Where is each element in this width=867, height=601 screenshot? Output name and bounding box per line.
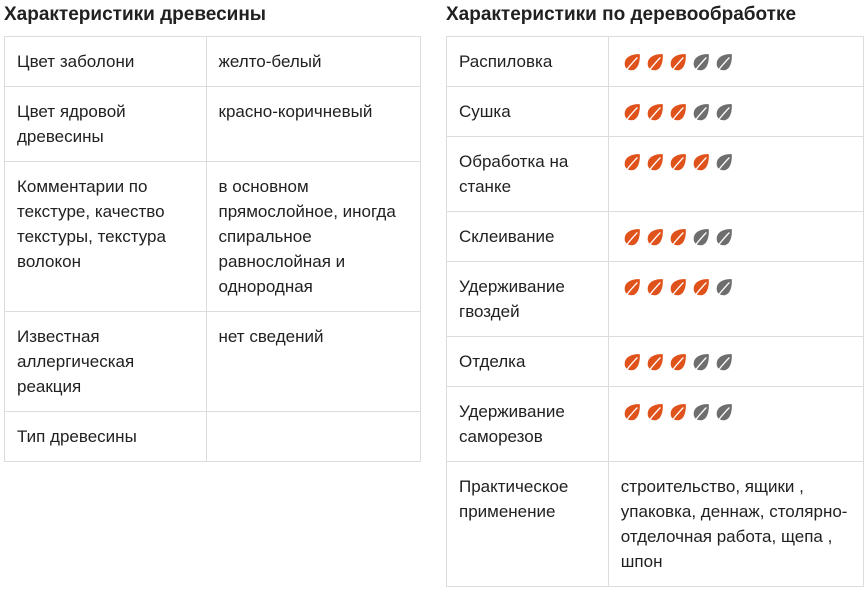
rating-cell: [607, 211, 865, 262]
process-name: Склеивание: [446, 211, 609, 262]
leaf-icon-empty: [713, 351, 735, 373]
leaf-icon-filled: [667, 226, 689, 248]
process-name: Удерживание гвоздей: [446, 261, 609, 337]
leaf-icon-empty: [690, 226, 712, 248]
rating-cell: [607, 86, 865, 137]
process-name: Сушка: [446, 86, 609, 137]
leaf-rating: [621, 349, 851, 374]
leaf-icon-filled: [644, 276, 666, 298]
leaf-icon-filled: [690, 151, 712, 173]
rating-cell: [607, 336, 865, 387]
table-row: Удерживание саморезов: [446, 386, 865, 462]
leaf-icon-filled: [644, 351, 666, 373]
leaf-icon-filled: [644, 401, 666, 423]
rating-cell: [607, 36, 865, 87]
leaf-icon-filled: [644, 51, 666, 73]
property-value: в основном прямослойное, иногда спиральн…: [205, 161, 422, 312]
woodworking-table: Распиловка Сушка Обработка на станке Склеив…: [446, 36, 865, 587]
rating-cell: [607, 386, 865, 462]
leaf-icon-filled: [667, 101, 689, 123]
leaf-icon-filled: [690, 276, 712, 298]
property-value: красно-коричневый: [205, 86, 422, 162]
leaf-icon-filled: [621, 276, 643, 298]
process-name: Распиловка: [446, 36, 609, 87]
process-name: Практическое применение: [446, 461, 609, 587]
property-value: желто-белый: [205, 36, 422, 87]
leaf-icon-empty: [690, 101, 712, 123]
leaf-rating: [621, 224, 851, 249]
leaf-icon-filled: [621, 401, 643, 423]
property-value: нет сведений: [205, 311, 422, 412]
leaf-icon-empty: [713, 276, 735, 298]
leaf-icon-filled: [667, 351, 689, 373]
leaf-icon-filled: [667, 401, 689, 423]
process-name: Удерживание саморезов: [446, 386, 609, 462]
leaf-icon-empty: [713, 151, 735, 173]
table-row: Обработка на станке: [446, 136, 865, 212]
table-row: Удерживание гвоздей: [446, 261, 865, 337]
table-row: Склеивание: [446, 211, 865, 262]
leaf-icon-empty: [690, 351, 712, 373]
leaf-icon-empty: [713, 401, 735, 423]
usage-value: строительство, ящики , упаковка, деннаж,…: [607, 461, 865, 587]
leaf-rating: [621, 399, 851, 424]
wood-properties-title: Характеристики древесины: [4, 4, 267, 25]
table-row: Практическое применение строительство, ящ…: [446, 461, 865, 587]
leaf-rating: [621, 99, 851, 124]
property-value: [205, 411, 422, 462]
leaf-icon-filled: [621, 226, 643, 248]
leaf-rating: [621, 274, 851, 299]
leaf-icon-filled: [621, 151, 643, 173]
table-row: Цвет ядровой древесины красно-коричневый: [4, 86, 422, 162]
leaf-icon-filled: [667, 276, 689, 298]
rating-cell: [607, 136, 865, 212]
property-name: Комментарии по текстуре, качество тексту…: [4, 161, 207, 312]
leaf-icon-empty: [713, 51, 735, 73]
table-row: Комментарии по текстуре, качество тексту…: [4, 161, 422, 312]
wood-properties-table: Цвет заболони желто-белый Цвет ядровой дре…: [4, 36, 422, 462]
table-row: Сушка: [446, 86, 865, 137]
leaf-icon-filled: [621, 351, 643, 373]
process-name: Обработка на станке: [446, 136, 609, 212]
table-row: Отделка: [446, 336, 865, 387]
leaf-icon-empty: [713, 101, 735, 123]
leaf-icon-filled: [621, 101, 643, 123]
property-name: Тип древесины: [4, 411, 207, 462]
leaf-icon-empty: [713, 226, 735, 248]
table-row: Распиловка: [446, 36, 865, 87]
leaf-icon-filled: [667, 51, 689, 73]
property-name: Цвет заболони: [4, 36, 207, 87]
leaf-rating: [621, 149, 851, 174]
process-name: Отделка: [446, 336, 609, 387]
leaf-icon-filled: [621, 51, 643, 73]
table-row: Тип древесины: [4, 411, 422, 462]
table-row: Цвет заболони желто-белый: [4, 36, 422, 87]
leaf-rating: [621, 49, 851, 74]
property-name: Известная аллергическая реакция: [4, 311, 207, 412]
woodworking-title: Характеристики по деревообработке: [446, 4, 797, 25]
leaf-icon-filled: [644, 151, 666, 173]
leaf-icon-filled: [667, 151, 689, 173]
property-name: Цвет ядровой древесины: [4, 86, 207, 162]
leaf-icon-empty: [690, 51, 712, 73]
leaf-icon-empty: [690, 401, 712, 423]
rating-cell: [607, 261, 865, 337]
leaf-icon-filled: [644, 226, 666, 248]
leaf-icon-filled: [644, 101, 666, 123]
table-row: Известная аллергическая реакция нет сведе…: [4, 311, 422, 412]
